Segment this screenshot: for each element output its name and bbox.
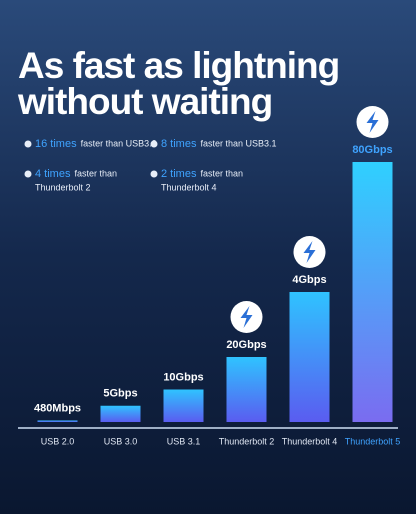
annotation-text: Thunderbolt 4 [161, 182, 217, 192]
bullet [150, 140, 158, 148]
highlight-text: 16 times [35, 138, 77, 150]
annotation-text: faster than USB3.1 [200, 138, 276, 148]
annotation-text: Thunderbolt 2 [35, 182, 91, 192]
x-tick-label: USB 3.1 [167, 436, 201, 446]
x-tick-label: Thunderbolt 2 [219, 436, 275, 446]
bar [100, 405, 141, 422]
value-label: 4Gbps [292, 274, 326, 286]
bar [226, 357, 267, 422]
value-label: 80Gbps [352, 144, 392, 156]
x-tick-label: Thunderbolt 5 [345, 436, 401, 446]
value-label: 10Gbps [163, 371, 203, 383]
value-label: 5Gbps [103, 388, 137, 400]
x-tick-label: USB 2.0 [41, 436, 75, 446]
lightning-glyph [303, 241, 316, 263]
bar [163, 389, 204, 422]
bullet [24, 170, 32, 178]
highlight-text: 4 times [35, 168, 71, 180]
lightning-glyph [240, 306, 253, 328]
annotation-text: faster than [74, 168, 117, 178]
lightning-glyph [366, 111, 379, 133]
bar [352, 162, 393, 422]
title-line: without waiting [17, 81, 272, 122]
bar [289, 292, 330, 422]
title-line: As fast as lightning [18, 45, 339, 86]
value-label: 20Gbps [226, 339, 266, 351]
bullet [24, 140, 32, 148]
x-tick-label: USB 3.0 [104, 436, 138, 446]
annotation-text: faster than [200, 168, 243, 178]
bar [37, 420, 78, 422]
annotation-text: faster than USB3.0 [81, 138, 157, 148]
x-tick-label: Thunderbolt 4 [282, 436, 338, 446]
highlight-text: 8 times [161, 138, 197, 150]
highlight-text: 2 times [161, 168, 197, 180]
value-label: 480Mbps [34, 402, 81, 414]
bullet [150, 170, 158, 178]
